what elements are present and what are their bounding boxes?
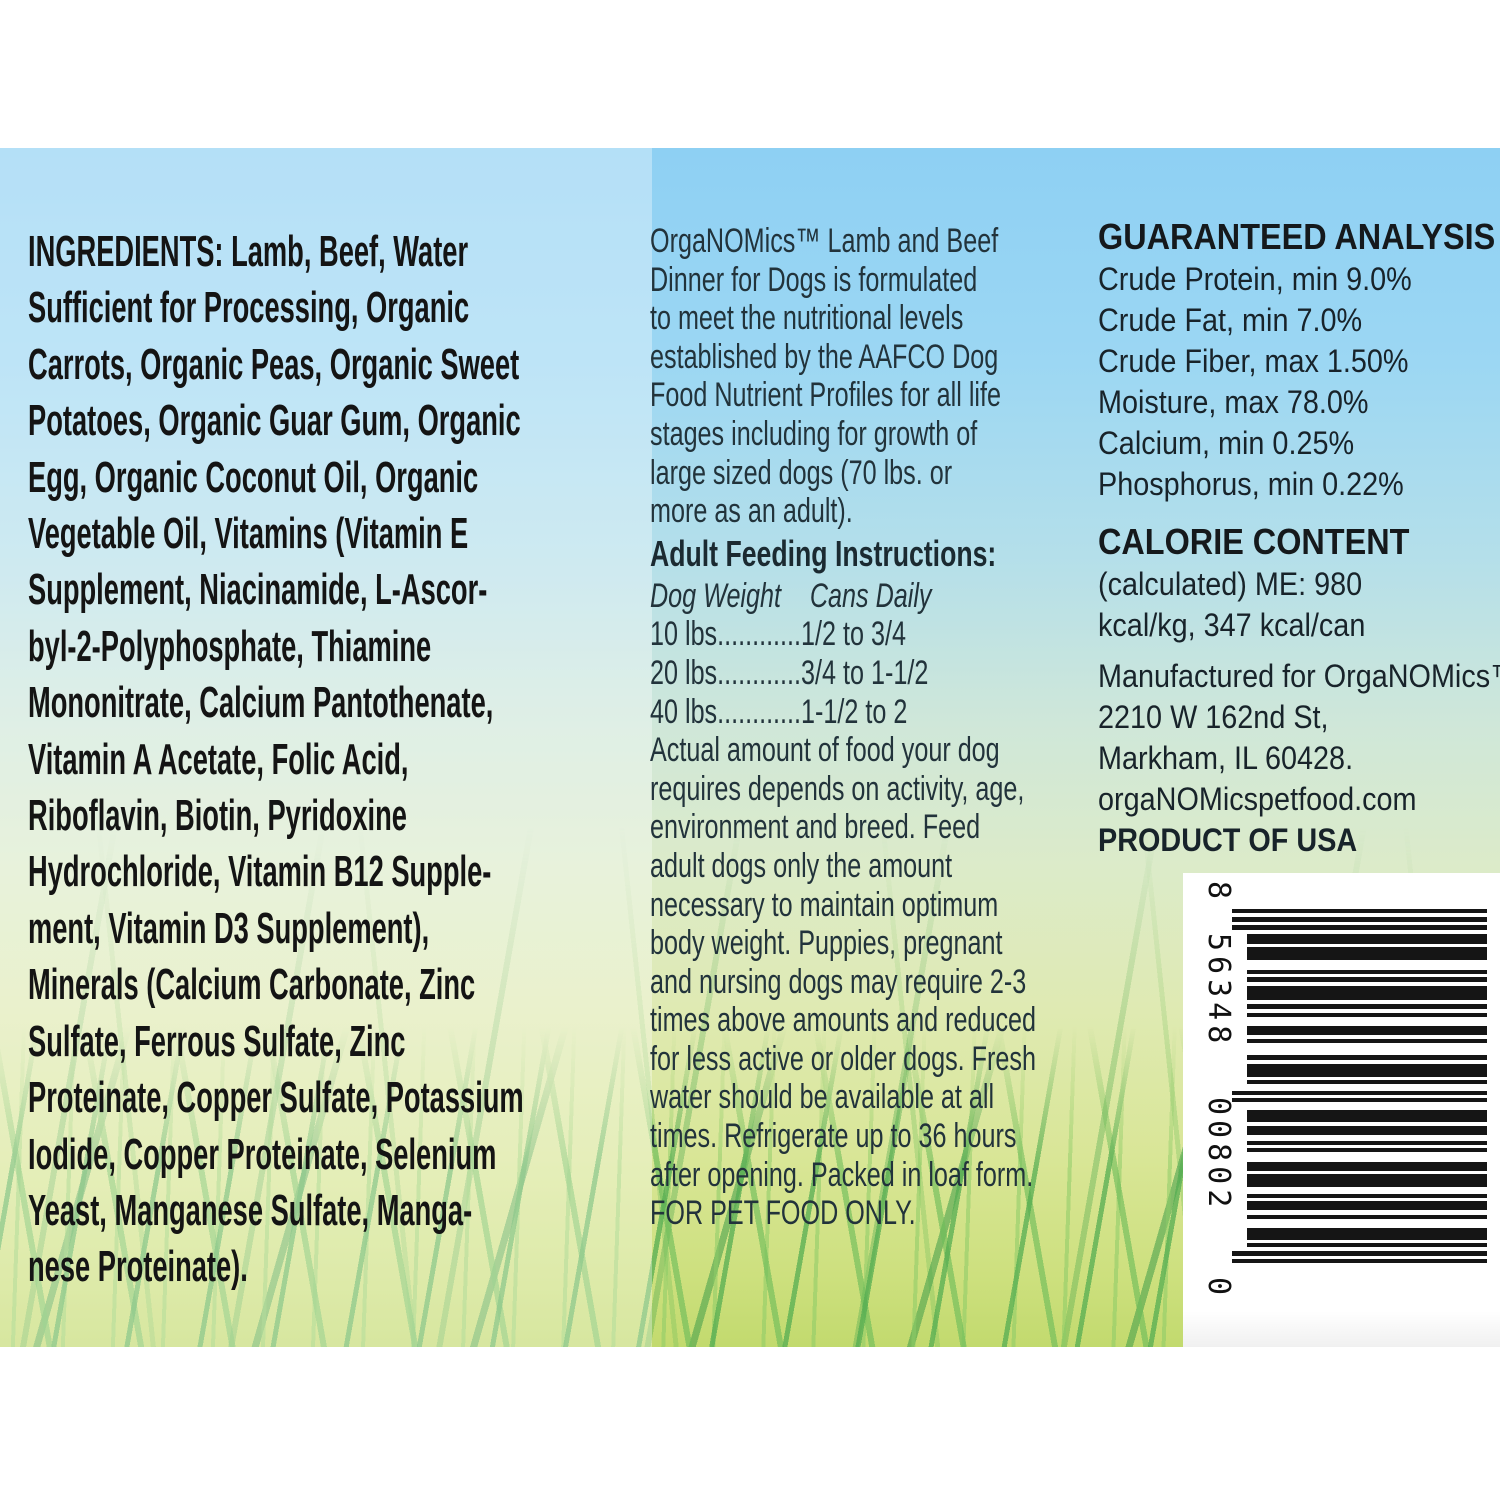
barcode-digit-group2: 00802 [1201,1097,1236,1213]
feeding-table-rows: 10 lbs............1/2 to 3/4 20 lbs.....… [650,615,929,731]
spacer [1098,646,1500,656]
feeding-table-header: Dog Weight Cans Daily [650,577,1124,616]
manufacturer-address: Manufactured for OrgaNOMics™ 2210 W 162n… [1098,658,1500,817]
barcode: 8 56348 00802 0 [1183,873,1500,1347]
middle-column: OrgaNOMics™ Lamb and Beef Dinner for Dog… [650,222,1124,1233]
barcode-digit-right: 0 [1201,1277,1236,1301]
feeding-notes: Actual amount of food your dog requires … [650,731,1037,1233]
bottom-margin [0,1347,1500,1500]
right-column: GUARANTEED ANALYSIS Crude Protein, min 9… [1098,214,1500,861]
ingredients-text: INGREDIENTS: Lamb, Beef, Water Sufficien… [28,227,524,1292]
dog-weight-col-header: Dog Weight [650,576,782,615]
feeding-heading: Adult Feeding Instructions: [650,532,997,574]
top-margin [0,0,1500,148]
guaranteed-analysis-rows: Crude Protein, min 9.0% Crude Fat, min 7… [1098,261,1412,502]
guaranteed-analysis-heading: GUARANTEED ANALYSIS [1098,216,1496,257]
pet-food-label: INGREDIENTS: Lamb, Beef, Water Sufficien… [0,148,1500,1347]
left-panel-highlight [0,148,652,1347]
cans-daily-col-header: Cans Daily [809,576,932,615]
calorie-content-heading: CALORIE CONTENT [1098,521,1410,562]
barcode-digit-group1: 56348 [1201,933,1236,1049]
product-origin: PRODUCT OF USA [1098,822,1358,858]
barcode-digit-left: 8 [1201,881,1236,905]
barcode-bars [1232,909,1487,1265]
calorie-content-text: (calculated) ME: 980 kcal/kg, 347 kcal/c… [1098,566,1366,643]
spacer [1098,505,1500,519]
formulation-statement: OrgaNOMics™ Lamb and Beef Dinner for Dog… [650,222,1001,531]
